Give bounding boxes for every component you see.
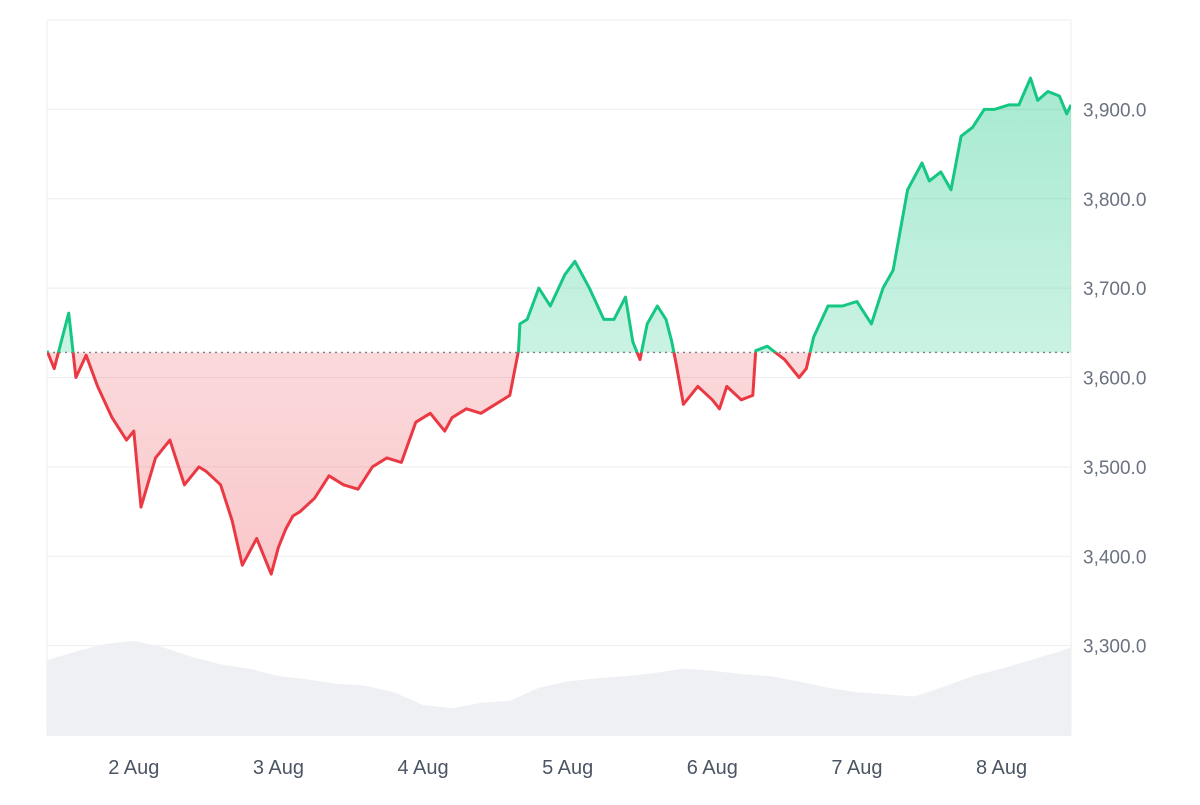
line-below-baseline [47,352,812,576]
y-tick-label: 3,400.0 [1083,547,1146,568]
line-above-baseline [47,76,1071,353]
price-fill [47,78,1071,575]
x-axis: 2 Aug 3 Aug 4 Aug 5 Aug 6 Aug 7 Aug 8 Aug [108,757,1027,779]
volume-path [47,640,1071,735]
area-below-baseline [47,352,811,575]
y-tick-label: 3,700.0 [1083,279,1146,300]
price-line [47,76,1071,576]
x-tick-label: 8 Aug [976,757,1027,779]
x-tick-label: 5 Aug [542,757,593,779]
x-tick-label: 7 Aug [831,757,882,779]
y-tick-label: 3,900.0 [1083,100,1146,121]
y-tick-label: 3,600.0 [1083,369,1146,390]
x-tick-label: 4 Aug [397,757,448,779]
y-axis: 3,300.0 3,400.0 3,500.0 3,600.0 3,700.0 3,800… [1083,100,1146,657]
x-tick-label: 3 Aug [253,757,304,779]
y-tick-label: 3,300.0 [1083,637,1146,658]
x-tick-label: 6 Aug [687,757,738,779]
area-above-baseline [47,78,1071,353]
x-tick-label: 2 Aug [108,757,159,779]
y-tick-label: 3,800.0 [1083,190,1146,211]
y-tick-label: 3,500.0 [1083,458,1146,479]
volume-area [47,640,1071,735]
